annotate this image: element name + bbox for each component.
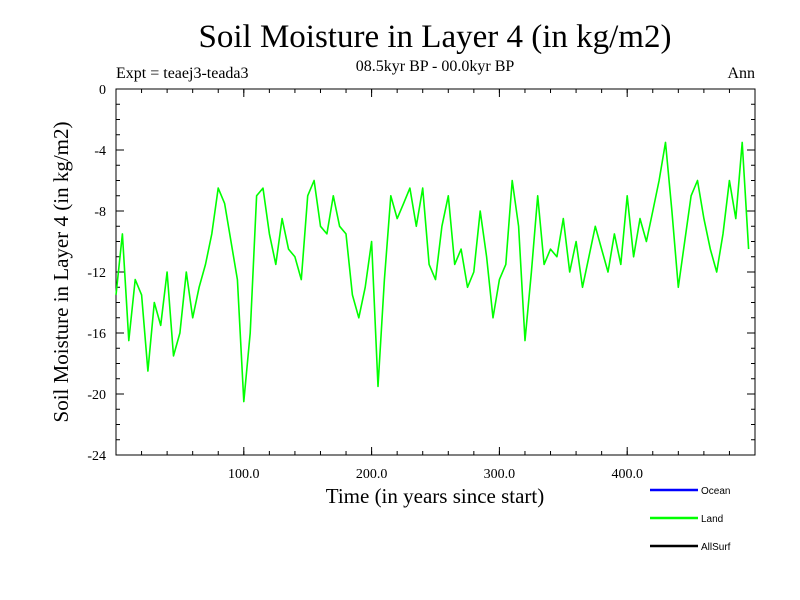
legend-label: Land bbox=[701, 514, 723, 525]
y-tick-label: -16 bbox=[87, 327, 106, 342]
plot-area bbox=[115, 88, 756, 456]
x-axis-label: Time (in years since start) bbox=[326, 484, 545, 508]
x-tick-label: 200.0 bbox=[356, 467, 388, 482]
y-tick-label: -12 bbox=[87, 266, 106, 281]
chart-subtitle: 08.5kyr BP - 00.0kyr BP bbox=[356, 58, 515, 75]
y-tick-label: -4 bbox=[94, 144, 106, 159]
legend: Ocean Land AllSurf bbox=[650, 486, 731, 553]
y-axis: 0 -4 -8 -12 -16 -20 -24 bbox=[87, 83, 755, 464]
y-tick-label: -24 bbox=[87, 449, 106, 464]
x-tick-label: 300.0 bbox=[484, 467, 516, 482]
legend-label: Ocean bbox=[701, 486, 730, 497]
legend-label: AllSurf bbox=[701, 542, 731, 553]
x-axis: 100.0 200.0 300.0 400.0 bbox=[228, 89, 643, 482]
series-line-land bbox=[115, 141, 750, 403]
chart-title: Soil Moisture in Layer 4 (in kg/m2) bbox=[199, 19, 672, 55]
y-tick-label: -8 bbox=[94, 205, 106, 220]
x-tick-label: 100.0 bbox=[228, 467, 260, 482]
series-layer bbox=[115, 141, 750, 403]
y-tick-label: 0 bbox=[99, 83, 106, 98]
x-tick-label: 400.0 bbox=[611, 467, 643, 482]
experiment-label: Expt = teaej3-teada3 bbox=[116, 65, 249, 82]
y-tick-label: -20 bbox=[87, 388, 106, 403]
season-label: Ann bbox=[727, 65, 755, 82]
y-axis-label: Soil Moisture in Layer 4 (in kg/m2) bbox=[49, 122, 73, 423]
